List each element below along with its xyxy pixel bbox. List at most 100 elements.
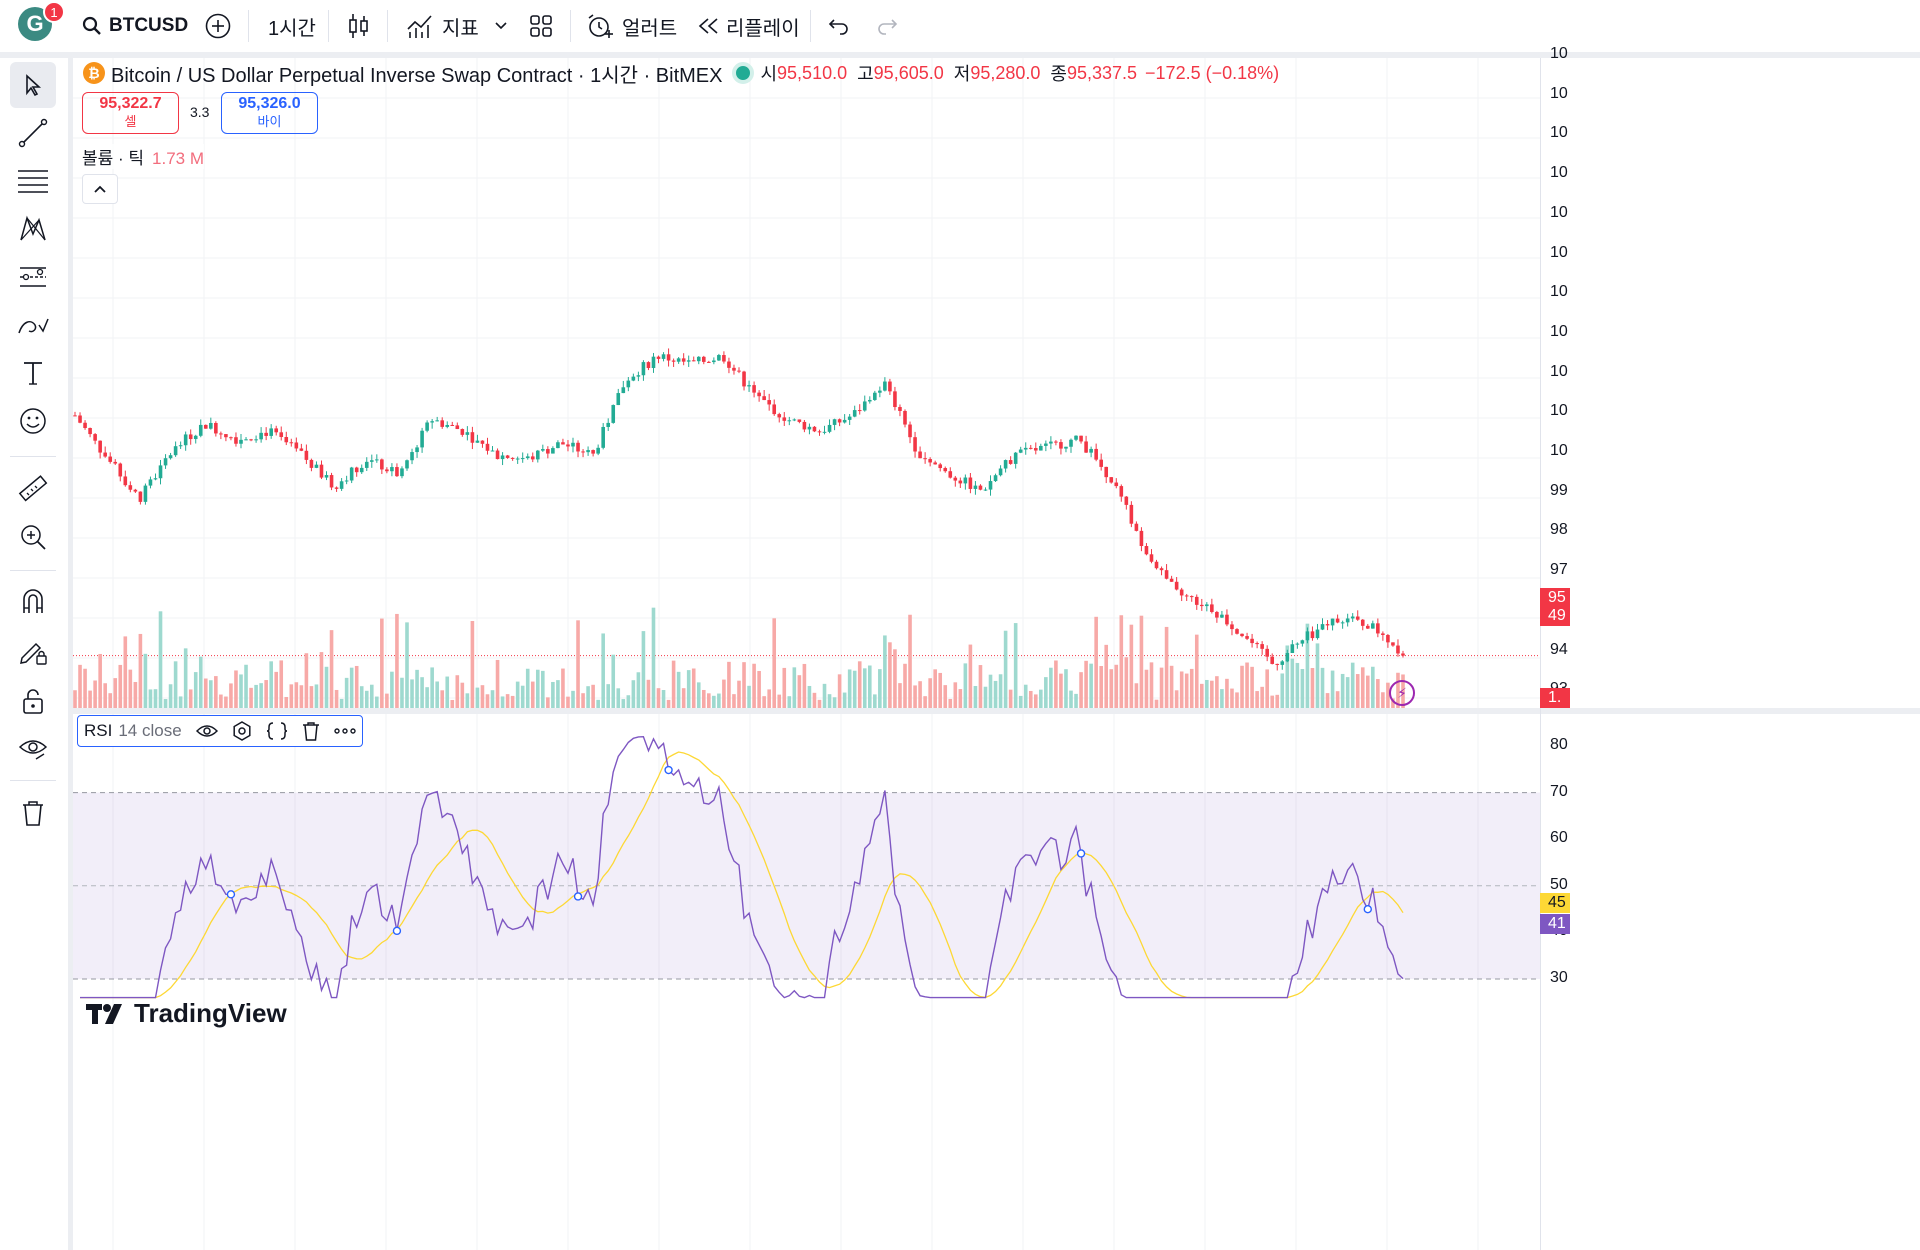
indicator-templates-dropdown[interactable] xyxy=(494,0,508,52)
rsi-more-button[interactable] xyxy=(333,727,356,735)
rsi-settings-button[interactable] xyxy=(232,721,252,741)
brush-tool[interactable] xyxy=(10,302,56,348)
open-value: 95,510.0 xyxy=(777,62,848,83)
volume-bar xyxy=(1235,692,1239,708)
symbol-label: BTCUSD xyxy=(109,15,189,36)
candle-body xyxy=(646,362,651,369)
rsi-ma-badge: 45 xyxy=(1540,893,1570,913)
candle-body xyxy=(827,424,832,432)
undo-button[interactable] xyxy=(828,0,850,52)
low-value: 95,280.0 xyxy=(970,62,1041,83)
volume-bar xyxy=(88,690,92,708)
volume-bar xyxy=(440,690,445,708)
volume-bar xyxy=(857,661,862,708)
volume-legend[interactable]: 볼륨 · 틱 1.73 M xyxy=(82,144,205,169)
volume-bar xyxy=(113,678,118,708)
rsi-cross-marker xyxy=(1076,849,1086,858)
candle-body xyxy=(1084,441,1088,453)
candle-body xyxy=(1386,635,1390,643)
candle-body xyxy=(616,393,621,406)
text-tool[interactable] xyxy=(10,350,56,396)
alert-button[interactable]: 얼러트 xyxy=(586,0,677,52)
volume-bar xyxy=(1114,664,1119,708)
rsi-source-code-button[interactable] xyxy=(266,722,288,740)
magnet-tool[interactable] xyxy=(10,578,56,624)
candle-body xyxy=(561,442,565,445)
volume-bar xyxy=(1149,662,1154,708)
high-label: 고 xyxy=(857,64,874,84)
trend-line-tool[interactable] xyxy=(10,110,56,156)
volume-badge: 1. xyxy=(1540,688,1570,708)
candle-body xyxy=(988,481,993,490)
candle-body xyxy=(852,410,857,417)
candle-body xyxy=(1285,653,1290,662)
pattern-tool[interactable] xyxy=(10,206,56,252)
market-open-status-icon[interactable] xyxy=(732,62,755,84)
volume-bar xyxy=(757,670,761,708)
volume-bar xyxy=(898,683,902,708)
compare-symbol-button[interactable] xyxy=(205,0,231,52)
chart-canvas[interactable] xyxy=(73,58,1920,1250)
volume-bar xyxy=(1199,683,1204,708)
icon-tool[interactable] xyxy=(10,398,56,444)
volume-bar xyxy=(314,684,319,708)
candle-body xyxy=(73,415,77,417)
replay-button[interactable]: 리플레이 xyxy=(696,0,800,52)
sell-button[interactable]: 95,322.7 셀 xyxy=(82,92,179,134)
prediction-tool[interactable] xyxy=(10,254,56,300)
candle-body xyxy=(581,451,585,453)
candle-body xyxy=(339,481,344,489)
zoom-in-tool[interactable] xyxy=(10,514,56,560)
measure-tool[interactable] xyxy=(10,466,56,512)
volume-bar xyxy=(646,679,651,708)
symbol-title[interactable]: Bitcoin / US Dollar Perpetual Inverse Sw… xyxy=(111,64,723,87)
volume-bar xyxy=(1044,677,1048,708)
candle-body xyxy=(334,487,339,489)
candle-body xyxy=(279,432,284,438)
candle-body xyxy=(294,442,299,449)
layout-button[interactable] xyxy=(529,0,553,52)
candle-body xyxy=(883,381,887,391)
volume-bar xyxy=(1023,684,1028,708)
volume-bar xyxy=(490,690,495,708)
ruler-icon xyxy=(18,475,48,502)
symbol-search-button[interactable]: BTCUSD xyxy=(82,0,188,52)
replay-rewind-icon xyxy=(698,18,718,34)
volume-bar xyxy=(883,635,887,708)
volume-bar xyxy=(1391,698,1395,708)
rsi-legend[interactable]: RSI 14 close xyxy=(77,715,363,747)
interval-button[interactable]: 1시간 xyxy=(268,0,316,52)
symbol-legend[interactable]: ₿ Bitcoin / US Dollar Perpetual Inverse … xyxy=(83,58,1279,88)
tradingview-logo[interactable]: TradingView xyxy=(86,998,287,1028)
cursor-tool[interactable] xyxy=(10,62,56,108)
volume-bar xyxy=(968,644,973,708)
volume-bar xyxy=(1164,626,1169,708)
candle-body xyxy=(219,433,223,435)
redo-button[interactable] xyxy=(876,0,898,52)
candle-body xyxy=(520,458,525,460)
chart-pane[interactable] xyxy=(73,58,1920,1250)
volume-bar xyxy=(656,688,661,708)
volume-bar xyxy=(827,694,832,708)
candle-body xyxy=(249,439,253,441)
lock-drawings-tool[interactable] xyxy=(10,628,56,674)
lightning-icon[interactable]: ⚡ xyxy=(1389,680,1415,706)
volume-bar xyxy=(1124,657,1129,708)
candle-body xyxy=(209,422,213,429)
candle-body xyxy=(1280,661,1285,665)
rsi-visibility-button[interactable] xyxy=(195,723,218,739)
lock-all-tool[interactable] xyxy=(10,678,56,724)
chart-type-button[interactable] xyxy=(347,0,371,52)
fib-retracement-tool[interactable] xyxy=(10,158,56,204)
candle-body xyxy=(953,477,958,481)
rsi-ma-line xyxy=(80,751,1404,999)
indicators-button[interactable]: 지표 xyxy=(406,0,479,52)
hide-drawings-tool[interactable] xyxy=(10,726,56,772)
collapse-legend-button[interactable] xyxy=(82,174,118,204)
candle-body xyxy=(1169,578,1174,582)
text-t-icon xyxy=(24,362,42,385)
rsi-remove-button[interactable] xyxy=(302,721,320,741)
candle-body xyxy=(938,464,943,469)
buy-button[interactable]: 95,326.0 바이 xyxy=(221,92,318,134)
remove-drawings-tool[interactable] xyxy=(10,790,56,836)
